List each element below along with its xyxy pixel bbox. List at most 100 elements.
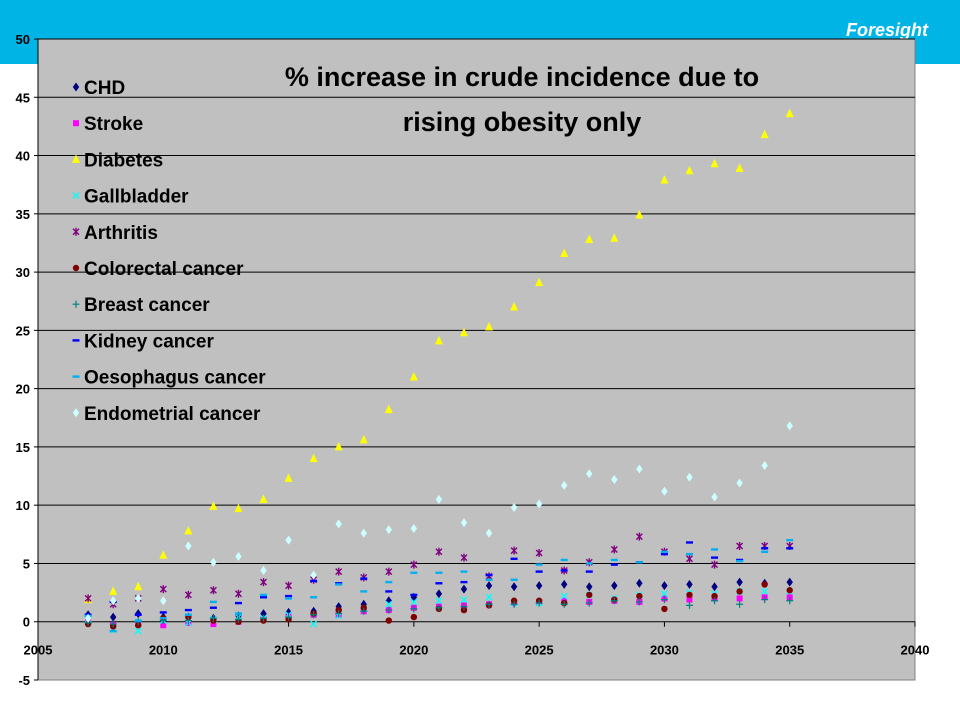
data-point (711, 556, 719, 559)
data-point (761, 581, 768, 588)
data-point (585, 599, 593, 607)
data-point (761, 596, 769, 604)
data-point (786, 597, 794, 605)
data-point (335, 519, 342, 529)
data-point (109, 629, 117, 633)
data-point (660, 596, 668, 604)
data-point (210, 557, 217, 567)
data-point (736, 478, 743, 488)
data-point (385, 580, 393, 584)
legend-marker-icon (72, 192, 80, 200)
y-tick-label: 40 (16, 149, 30, 164)
data-point (761, 461, 768, 471)
data-point (260, 578, 268, 587)
data-point (410, 593, 418, 597)
data-point (560, 248, 569, 257)
data-point (585, 234, 594, 243)
data-point (510, 302, 519, 311)
legend-entry-label: Arthritis (84, 223, 158, 244)
data-point (310, 620, 318, 628)
data-point (711, 548, 719, 551)
data-point (761, 550, 769, 553)
data-point (160, 596, 167, 606)
data-point (686, 472, 693, 482)
data-point (360, 528, 367, 538)
data-point (785, 108, 794, 118)
y-tick-label: 45 (16, 90, 30, 105)
data-point (134, 581, 143, 591)
data-point (209, 606, 217, 609)
x-tick-label: 2035 (775, 643, 804, 658)
data-point (209, 586, 217, 595)
data-point (434, 335, 443, 345)
data-point (359, 434, 368, 444)
data-point (285, 594, 293, 598)
data-point (560, 558, 568, 562)
data-point (610, 545, 618, 554)
data-point (335, 583, 343, 586)
data-point (560, 569, 568, 572)
data-point (711, 492, 718, 502)
data-point (636, 578, 643, 588)
data-point (360, 577, 368, 580)
data-point (435, 547, 443, 556)
y-tick-label: 25 (16, 323, 30, 338)
data-point (285, 613, 293, 621)
data-point (234, 503, 243, 513)
data-point (535, 499, 543, 509)
data-point (685, 601, 693, 609)
data-point (184, 617, 192, 625)
data-point (234, 612, 242, 615)
data-point (610, 597, 618, 605)
legend-marker-icon (72, 264, 80, 272)
data-point (736, 600, 744, 608)
data-point (686, 596, 693, 603)
data-point (159, 585, 167, 594)
data-point (736, 541, 744, 550)
plot-area (37, 38, 916, 681)
data-point (610, 233, 619, 242)
data-point (736, 588, 743, 595)
data-point (611, 581, 618, 591)
legend-entry-label: Endometrial cancer (84, 404, 261, 425)
legend-entry-label: Gallbladder (84, 187, 189, 208)
data-point (335, 610, 343, 618)
data-point (410, 571, 418, 574)
data-point (611, 475, 618, 485)
data-point (385, 617, 392, 624)
data-point (535, 548, 543, 557)
data-point (660, 550, 668, 553)
data-point (786, 547, 794, 550)
legend-marker-icon (72, 375, 80, 378)
data-point (460, 570, 468, 573)
data-point (786, 587, 793, 594)
data-point (636, 592, 643, 600)
legend-marker-icon (72, 227, 80, 236)
data-point (585, 562, 593, 565)
data-point (661, 605, 668, 613)
data-point (385, 606, 393, 614)
y-tick-label: 50 (16, 32, 30, 47)
data-point (560, 592, 568, 600)
data-point (635, 532, 643, 541)
data-point (185, 541, 192, 551)
data-point (661, 486, 668, 496)
data-point (360, 590, 368, 593)
data-point (485, 600, 493, 608)
data-point (460, 584, 468, 594)
data-point (460, 518, 468, 528)
data-point (410, 605, 418, 613)
y-tick-label: 0 (23, 615, 30, 630)
data-point (661, 581, 668, 591)
x-tick-label: 2020 (399, 643, 428, 658)
data-point (409, 371, 418, 381)
data-point (134, 619, 142, 622)
legend-marker-icon (72, 339, 80, 342)
data-point (636, 464, 643, 474)
chart-title-line-1: % increase in crude incidence due to (285, 62, 759, 92)
data-point (485, 593, 493, 601)
data-point (610, 563, 618, 566)
legend-entry-label: CHD (84, 78, 125, 99)
series-colorectal-cancer (84, 581, 793, 630)
data-point (560, 600, 568, 608)
